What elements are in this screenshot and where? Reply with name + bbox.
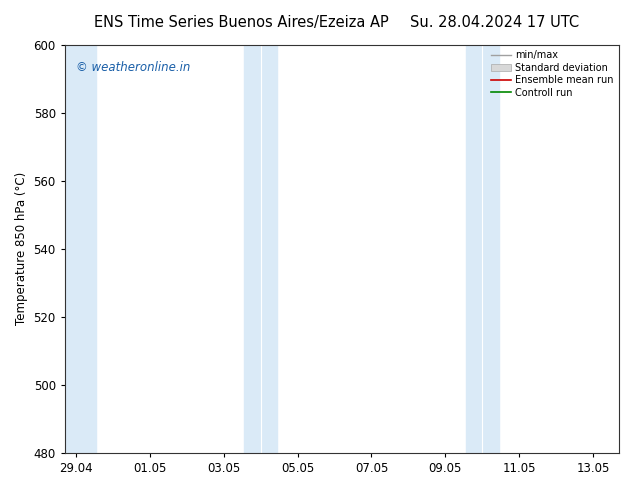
Bar [261, 45, 277, 453]
Bar [482, 45, 499, 453]
Y-axis label: Temperature 850 hPa (°C): Temperature 850 hPa (°C) [15, 172, 28, 325]
Bar [244, 45, 261, 453]
Bar [65, 45, 96, 453]
Legend: min/max, Standard deviation, Ensemble mean run, Controll run: min/max, Standard deviation, Ensemble me… [488, 48, 616, 100]
Text: © weatheronline.in: © weatheronline.in [76, 61, 190, 74]
Text: Su. 28.04.2024 17 UTC: Su. 28.04.2024 17 UTC [410, 15, 579, 30]
Text: ENS Time Series Buenos Aires/Ezeiza AP: ENS Time Series Buenos Aires/Ezeiza AP [94, 15, 388, 30]
Bar [466, 45, 482, 453]
